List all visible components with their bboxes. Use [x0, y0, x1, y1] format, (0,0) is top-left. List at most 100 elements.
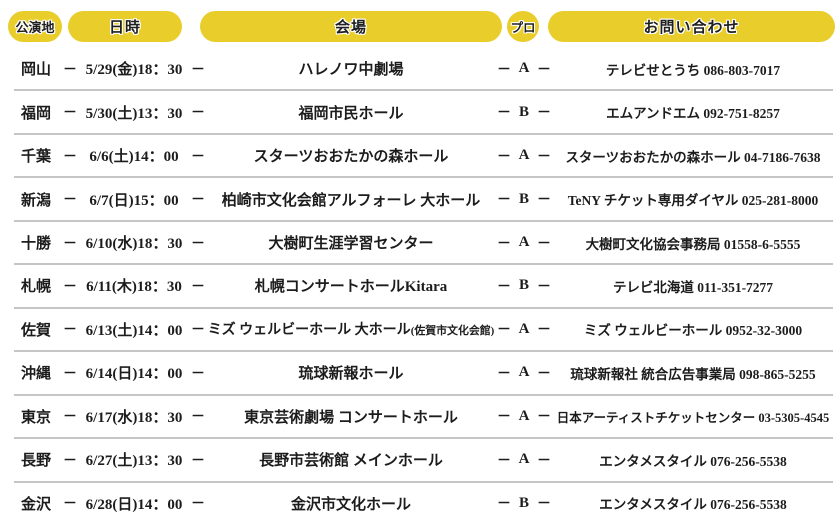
column-header-datetime: 日時 [68, 11, 182, 42]
dash-separator: － [191, 279, 205, 295]
dash-separator: － [63, 323, 77, 339]
row-contact: 日本アーティストチケットセンター 03-5305-4545 [556, 410, 830, 425]
table-row: 岡山 － 5/29(金)18：30 － ハレノワ中劇場 － A － テレビせとう… [0, 47, 840, 92]
row-program: A [518, 60, 530, 77]
row-contact: エンタメスタイル 076-256-5538 [599, 497, 787, 513]
dash-separator: － [497, 497, 511, 513]
row-datetime: 5/30(土)13：30 [85, 105, 183, 122]
row-location: 佐賀 [20, 322, 51, 339]
row-contact: テレビ北海道 011-351-7277 [612, 279, 774, 295]
row-location: 十勝 [20, 236, 51, 253]
row-location: 東京 [20, 409, 51, 426]
table-header: 公演地 日時 会場 プロ お問い合わせ [0, 0, 840, 47]
row-contact: テレビせとうち 086-803-7017 [605, 62, 781, 78]
row-datetime: 6/10(水)18：30 [85, 236, 183, 253]
column-header-venue: 会場 [200, 11, 502, 42]
row-datetime: 6/6(土)14：00 [89, 149, 179, 166]
dash-separator: － [63, 279, 77, 295]
dash-separator: － [191, 323, 205, 339]
dash-separator: － [537, 106, 551, 122]
dash-separator: － [63, 193, 77, 209]
dash-separator: － [537, 62, 551, 78]
table-row: 十勝 － 6/10(水)18：30 － 大樹町生涯学習センター － A － 大樹… [0, 221, 840, 266]
row-program: B [518, 103, 529, 120]
dash-separator: － [497, 323, 511, 339]
row-venue: 札幌コンサートホールKitara [206, 275, 496, 296]
row-datetime: 6/7(日)15：00 [89, 192, 179, 209]
dash-separator: － [537, 236, 551, 252]
dash-separator: － [537, 279, 551, 295]
dash-separator: － [191, 106, 205, 122]
dash-separator: － [63, 149, 77, 165]
row-venue: 大樹町生涯学習センター [206, 232, 496, 253]
row-datetime: 6/11(木)18：30 [86, 279, 182, 296]
dash-separator: － [63, 106, 77, 122]
dash-separator: － [537, 453, 551, 469]
dash-separator: － [191, 236, 205, 252]
row-contact: スターツおおたかの森ホール 04-7186-7638 [565, 149, 821, 165]
row-location: 長野 [20, 453, 51, 470]
venue-name: ハレノワ中劇場 [298, 62, 404, 79]
dash-separator: － [537, 497, 551, 513]
venue-name: 金沢市文化ホール [290, 496, 411, 513]
dash-separator: － [537, 149, 551, 165]
column-header-contact: お問い合わせ [548, 11, 835, 42]
row-program: B [518, 494, 529, 511]
dash-separator: － [191, 410, 205, 426]
row-datetime: 6/13(土)14：00 [85, 322, 183, 339]
dash-separator: － [63, 366, 77, 382]
venue-name: 東京芸術劇場 コンサートホール [244, 409, 458, 426]
dash-separator: － [537, 193, 551, 209]
row-contact: エンタメスタイル 076-256-5538 [599, 453, 787, 469]
row-contact: TeNY チケット専用ダイヤル 025-281-8000 [567, 193, 819, 209]
row-datetime: 6/17(水)18：30 [85, 409, 183, 426]
row-venue: ミズ ウェルビーホール 大ホール(佐賀市文化会館) [206, 319, 496, 339]
dash-separator: － [63, 62, 77, 78]
dash-separator: － [63, 453, 77, 469]
table-row: 金沢 － 6/28(日)14：00 － 金沢市文化ホール － B － エンタメス… [0, 482, 840, 525]
venue-name: 琉球新報ホール [298, 366, 404, 383]
dash-separator: － [537, 323, 551, 339]
row-contact: エムアンドエム 092-751-8257 [606, 106, 780, 122]
row-program: A [518, 451, 530, 468]
row-location: 新潟 [20, 192, 51, 209]
row-venue: スターツおおたかの森ホール [206, 145, 496, 166]
table-row: 東京 － 6/17(水)18：30 － 東京芸術劇場 コンサートホール － A … [0, 395, 840, 440]
table-row: 沖縄 － 6/14(日)14：00 － 琉球新報ホール － A － 琉球新報社 … [0, 351, 840, 397]
row-program: A [518, 147, 530, 164]
row-datetime: 5/29(金)18：30 [85, 62, 183, 79]
venue-name: 柏崎市文化会館アルフォーレ 大ホール [221, 192, 481, 209]
dash-separator: － [497, 62, 511, 78]
dash-separator: － [191, 453, 205, 469]
row-location: 千葉 [20, 149, 51, 166]
dash-separator: － [537, 410, 551, 426]
row-venue: 金沢市文化ホール [206, 493, 496, 514]
table-row: 新潟 － 6/7(日)15：00 － 柏崎市文化会館アルフォーレ 大ホール － … [0, 177, 840, 223]
row-datetime: 6/14(日)14：00 [85, 366, 183, 383]
row-program: A [518, 234, 530, 251]
venue-name: 長野市芸術館 メインホール [259, 453, 443, 470]
row-venue: 琉球新報ホール [206, 362, 496, 383]
column-header-location: 公演地 [8, 11, 62, 42]
table-row: 佐賀 － 6/13(土)14：00 － ミズ ウェルビーホール 大ホール(佐賀市… [0, 308, 840, 353]
venue-name: 大樹町生涯学習センター [268, 236, 434, 253]
dash-separator: － [497, 410, 511, 426]
row-venue: ハレノワ中劇場 [206, 58, 496, 79]
row-location: 福岡 [20, 105, 51, 122]
venue-name: スターツおおたかの森ホール [253, 149, 449, 166]
dash-separator: － [537, 366, 551, 382]
row-venue: 東京芸術劇場 コンサートホール [206, 406, 496, 427]
table-row: 福岡 － 5/30(土)13：30 － 福岡市民ホール － B － エムアンドエ… [0, 90, 840, 136]
venue-name: 札幌コンサートホールKitara [254, 279, 448, 296]
table-row: 札幌 － 6/11(木)18：30 － 札幌コンサートホールKitara － B… [0, 264, 840, 310]
dash-separator: － [497, 279, 511, 295]
venue-name: ミズ ウェルビーホール 大ホール [207, 323, 411, 339]
row-datetime: 6/27(土)13：30 [85, 453, 183, 470]
column-header-program: プロ [507, 11, 539, 42]
dash-separator: － [63, 236, 77, 252]
dash-separator: － [63, 410, 77, 426]
venue-note: (佐賀市文化会館) [410, 325, 495, 338]
row-venue: 長野市芸術館 メインホール [206, 449, 496, 470]
row-datetime: 6/28(日)14：00 [85, 496, 183, 513]
dash-separator: － [191, 62, 205, 78]
